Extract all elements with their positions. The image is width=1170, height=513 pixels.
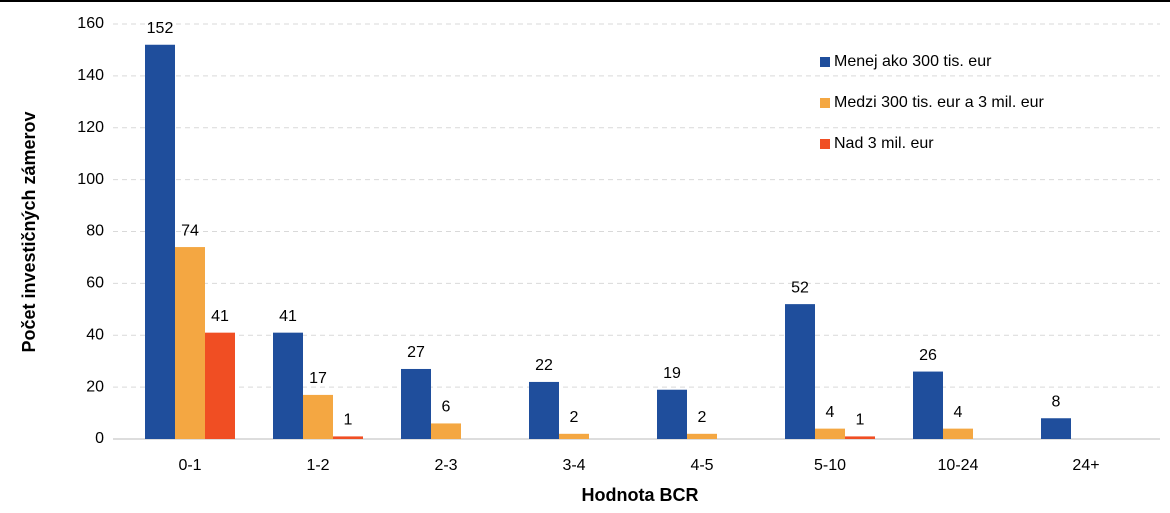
bar [205, 332, 235, 439]
y-tick-label: 60 [86, 275, 104, 292]
y-tick-label: 160 [77, 15, 104, 32]
y-tick-label: 100 [77, 171, 104, 188]
bar [657, 389, 687, 439]
data-label: 4 [826, 404, 835, 421]
x-tick-label: 10-24 [938, 457, 979, 474]
bar [175, 247, 205, 439]
bar [785, 304, 815, 439]
bar [815, 428, 845, 439]
x-axis-label: Hodnota BCR [582, 485, 699, 505]
y-tick-label: 120 [77, 119, 104, 136]
bar [303, 394, 333, 439]
data-label: 41 [211, 308, 229, 325]
legend-swatch [820, 57, 830, 67]
bar [687, 433, 717, 439]
data-label: 8 [1052, 393, 1061, 410]
data-label: 17 [309, 370, 327, 387]
data-label: 6 [442, 399, 451, 416]
data-label: 26 [919, 347, 937, 364]
data-label: 41 [279, 308, 297, 325]
bar [913, 371, 943, 439]
data-label: 152 [147, 20, 174, 37]
x-tick-label: 4-5 [690, 457, 713, 474]
x-tick-label: 0-1 [178, 457, 201, 474]
bar [1041, 418, 1071, 439]
data-label: 1 [856, 412, 865, 429]
bar [333, 436, 363, 439]
data-label: 74 [181, 222, 199, 239]
bar [529, 381, 559, 439]
y-tick-label: 0 [95, 430, 104, 447]
x-tick-label: 3-4 [562, 457, 585, 474]
bar [845, 436, 875, 439]
legend-swatch [820, 139, 830, 149]
data-label: 2 [570, 409, 579, 426]
data-label: 52 [791, 279, 809, 296]
legend-label: Nad 3 mil. eur [834, 135, 934, 152]
x-tick-label: 5-10 [814, 457, 846, 474]
bar [401, 368, 431, 439]
data-label: 2 [698, 409, 707, 426]
legend-label: Medzi 300 tis. eur a 3 mil. eur [834, 94, 1045, 111]
x-tick-label: 24+ [1072, 457, 1099, 474]
y-tick-label: 140 [77, 67, 104, 84]
y-tick-label: 20 [86, 378, 104, 395]
legend-swatch [820, 98, 830, 108]
legend-label: Menej ako 300 tis. eur [834, 53, 992, 70]
bar [431, 423, 461, 439]
x-tick-label: 2-3 [434, 457, 457, 474]
x-tick-label: 1-2 [306, 457, 329, 474]
data-label: 1 [344, 412, 353, 429]
bar [943, 428, 973, 439]
bar [559, 433, 589, 439]
data-label: 22 [535, 357, 553, 374]
y-tick-label: 40 [86, 326, 104, 343]
data-label: 19 [663, 365, 681, 382]
y-tick-label: 80 [86, 223, 104, 240]
bar [273, 332, 303, 439]
data-label: 27 [407, 344, 425, 361]
bar [145, 44, 175, 439]
y-axis-label: Počet investičných zámerov [19, 111, 39, 352]
data-label: 4 [954, 404, 963, 421]
